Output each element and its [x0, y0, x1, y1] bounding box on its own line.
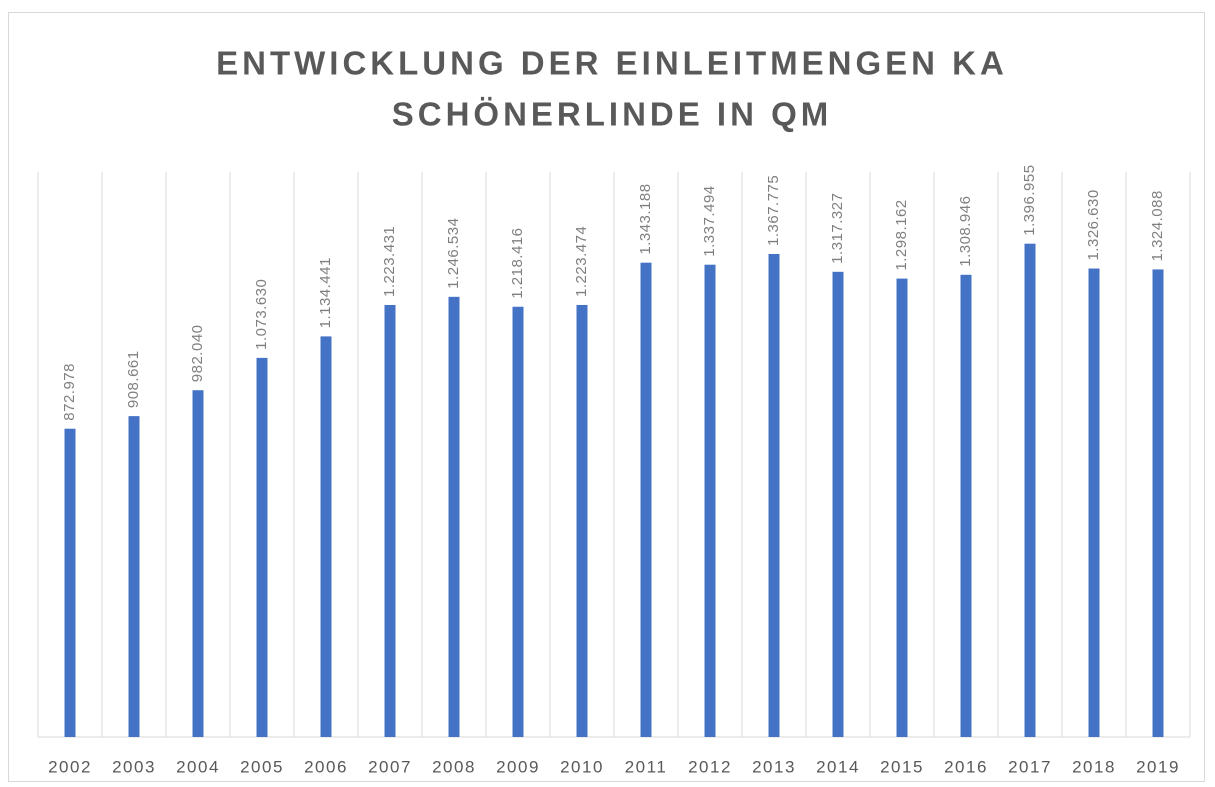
data-label: 1.073.630 — [253, 279, 270, 350]
data-label: 1.223.474 — [573, 226, 590, 297]
x-tick-label: 2013 — [752, 757, 796, 776]
x-tick-label: 2005 — [240, 757, 284, 776]
bar — [1024, 243, 1036, 738]
x-tick-label: 2008 — [432, 757, 476, 776]
data-label: 908.661 — [125, 350, 142, 408]
x-tick-label: 2015 — [880, 757, 924, 776]
bar — [704, 264, 716, 737]
bar — [1088, 268, 1100, 737]
x-tick-label: 2014 — [816, 757, 860, 776]
x-tick-label: 2002 — [48, 757, 92, 776]
bar — [832, 271, 844, 737]
data-label: 872.978 — [61, 363, 78, 421]
bar — [64, 428, 76, 737]
data-label: 1.246.534 — [445, 218, 462, 289]
bar — [576, 304, 588, 737]
data-label: 1.308.946 — [957, 196, 974, 267]
data-label: 1.343.188 — [637, 183, 654, 254]
bar — [192, 390, 204, 737]
data-label: 1.324.088 — [1149, 190, 1166, 261]
chart-title: ENTWICKLUNG DER EINLEITMENGEN KA — [216, 45, 1008, 82]
data-label: 1.326.630 — [1085, 189, 1102, 260]
x-tick-label: 2003 — [112, 757, 156, 776]
data-label: 1.134.441 — [317, 257, 334, 328]
chart-border — [8, 12, 1205, 782]
x-tick-label: 2010 — [560, 757, 604, 776]
bar — [960, 274, 972, 737]
data-label: 1.298.162 — [893, 199, 910, 270]
x-tick-label: 2019 — [1136, 757, 1180, 776]
data-label: 1.367.775 — [765, 175, 782, 246]
bar — [128, 416, 140, 737]
x-tick-label: 2009 — [496, 757, 540, 776]
bar — [896, 278, 908, 737]
data-label: 1.218.416 — [509, 228, 526, 299]
chart-title: SCHÖNERLINDE IN QM — [392, 96, 833, 133]
bar — [640, 262, 652, 737]
data-label: 1.396.955 — [1021, 164, 1038, 235]
data-label: 1.317.327 — [829, 193, 846, 264]
bar — [512, 306, 524, 737]
x-tick-label: 2018 — [1072, 757, 1116, 776]
x-tick-label: 2004 — [176, 757, 220, 776]
x-tick-label: 2016 — [944, 757, 988, 776]
x-tick-label: 2011 — [625, 757, 668, 776]
x-tick-label: 2007 — [368, 757, 412, 776]
bar — [768, 254, 780, 737]
data-label: 1.337.494 — [701, 185, 718, 256]
data-label: 1.223.431 — [381, 226, 398, 297]
data-label: 982.040 — [189, 324, 206, 382]
x-tick-label: 2012 — [688, 757, 732, 776]
x-tick-label: 2017 — [1008, 757, 1052, 776]
x-tick-label: 2006 — [304, 757, 348, 776]
bar — [320, 336, 332, 737]
bar — [384, 304, 396, 737]
bar — [448, 296, 460, 737]
bar — [1152, 269, 1164, 737]
bar — [256, 357, 268, 737]
